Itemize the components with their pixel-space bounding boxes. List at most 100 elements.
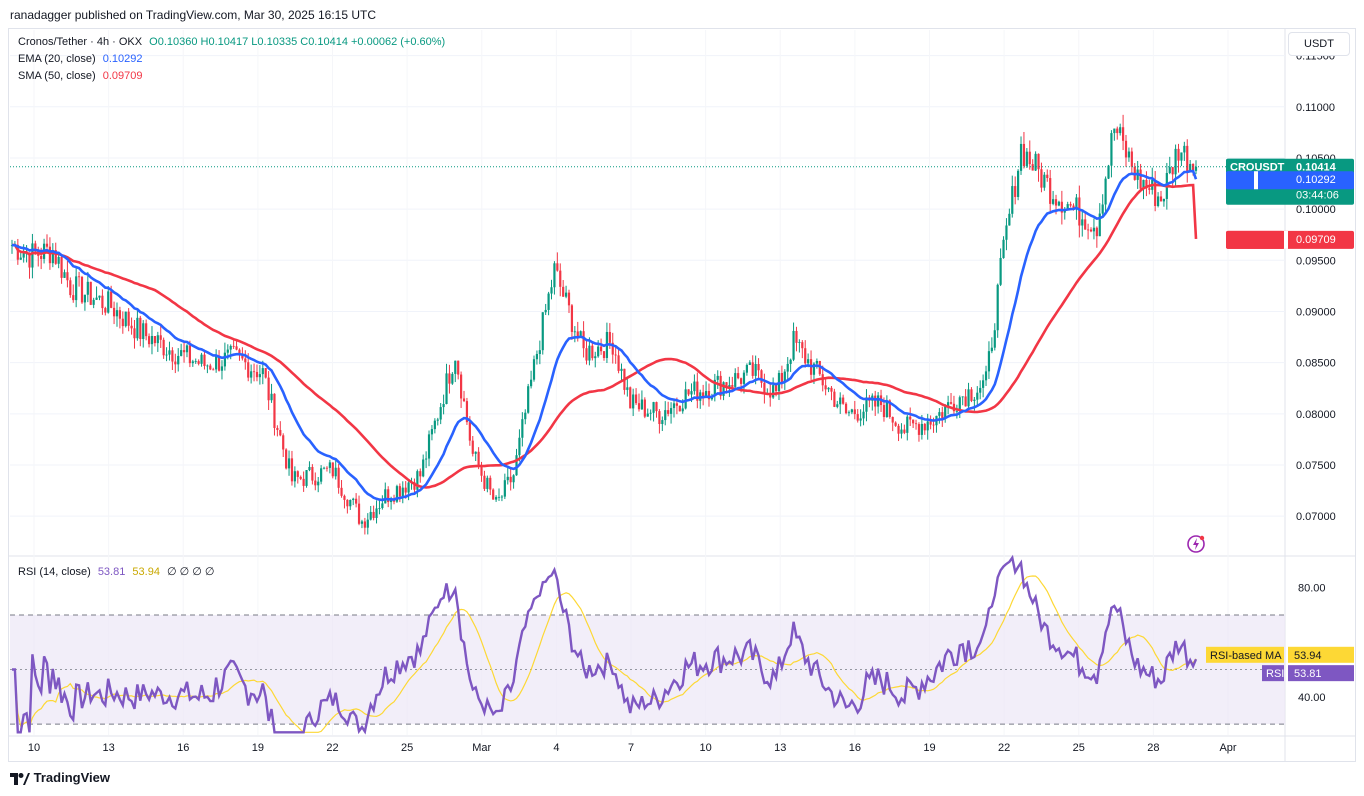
candle-body xyxy=(31,243,34,268)
price-tick-label: 0.11000 xyxy=(1296,102,1335,114)
candle-body xyxy=(387,489,390,503)
candle-body xyxy=(594,356,597,359)
time-tick-label: 22 xyxy=(998,742,1010,754)
candle-body xyxy=(529,379,533,387)
time-tick-label: 16 xyxy=(849,742,861,754)
candle-body xyxy=(591,345,594,359)
candle-body xyxy=(562,286,565,297)
candle-body xyxy=(949,402,953,404)
candle-body xyxy=(891,417,894,423)
candle-body xyxy=(1043,174,1046,188)
rsi-legend-value: 53.81 xyxy=(97,566,126,578)
rsi-badge-tag: RSI xyxy=(1266,668,1284,680)
candle-body xyxy=(238,349,241,355)
candle-body xyxy=(734,373,737,387)
candle-body xyxy=(413,482,416,490)
candle-body xyxy=(687,389,690,395)
candle-body xyxy=(801,342,804,349)
candle-body xyxy=(34,243,37,252)
candle-body xyxy=(75,276,78,301)
candle-body xyxy=(742,372,746,384)
candle-body xyxy=(1180,152,1183,161)
candle-body xyxy=(355,498,358,504)
time-tick-label: 19 xyxy=(252,742,264,754)
candle-body xyxy=(579,331,582,337)
candle-body xyxy=(180,350,183,356)
price-badge-text: 03:44:06 xyxy=(1296,190,1339,202)
candle-body xyxy=(1086,229,1090,231)
candle-body xyxy=(1037,153,1040,170)
candle-body xyxy=(1084,219,1087,230)
candle-body xyxy=(436,419,439,421)
candle-body xyxy=(48,246,52,264)
candle-body xyxy=(1011,186,1014,214)
candle-body xyxy=(133,328,136,339)
candle-body xyxy=(707,391,711,400)
candle-body xyxy=(57,256,60,264)
candle-body xyxy=(1005,225,1008,240)
candle-body xyxy=(541,312,544,351)
candle-body xyxy=(844,403,848,414)
candle-body xyxy=(486,477,489,489)
candle-body xyxy=(384,489,387,504)
price-badge-text: 0.10414 xyxy=(1296,162,1337,174)
ema-legend-label: EMA (20, close) xyxy=(18,53,96,65)
ema-value-badge-text: 0.10292 xyxy=(1296,174,1336,186)
candle-body xyxy=(964,396,967,407)
candle-body xyxy=(1054,199,1058,206)
symbol-label: Cronos/Tether · 4h · OKX xyxy=(18,36,143,48)
candle-body xyxy=(302,478,305,486)
candle-body xyxy=(958,397,961,411)
candle-body xyxy=(465,401,469,423)
currency-button[interactable]: USDT xyxy=(1288,32,1350,56)
candle-body xyxy=(1060,201,1063,213)
candle-body xyxy=(378,508,381,509)
price-tick-label: 0.09500 xyxy=(1296,255,1336,267)
candle-body xyxy=(171,350,174,362)
time-tick-label: 13 xyxy=(774,742,786,754)
candle-body xyxy=(553,263,556,288)
footer-brand: TradingView xyxy=(10,770,110,785)
candle-body xyxy=(334,467,337,477)
candle-body xyxy=(1171,167,1174,175)
candle-body xyxy=(582,331,585,349)
candle-body xyxy=(1148,188,1151,190)
candle-body xyxy=(320,468,323,482)
candle-body xyxy=(652,402,655,413)
rsi-ma-badge-tag-bg xyxy=(1206,646,1284,663)
candle-body xyxy=(1124,140,1128,158)
rsi-legend-label: RSI (14, close) xyxy=(18,566,91,578)
candle-body xyxy=(1107,165,1110,179)
candle-body xyxy=(634,394,638,404)
candle-body xyxy=(203,354,206,366)
candle-body xyxy=(121,318,124,327)
candle-body xyxy=(1174,148,1177,175)
candle-body xyxy=(95,297,98,300)
candle-body xyxy=(987,351,991,372)
candle-body xyxy=(381,503,384,509)
candle-body xyxy=(261,368,264,375)
candle-body xyxy=(430,429,434,435)
candle-body xyxy=(232,345,235,347)
candle-body xyxy=(862,411,865,419)
flash-icon[interactable] xyxy=(1186,534,1206,554)
candle-body xyxy=(941,412,944,419)
rsi-ma-badge-tag: RSI-based MA xyxy=(1210,650,1282,662)
candle-body xyxy=(1081,219,1084,226)
ema-legend-value: 0.10292 xyxy=(102,53,143,65)
candle-body xyxy=(40,255,43,259)
candle-body xyxy=(308,466,311,471)
candle-body xyxy=(439,407,442,420)
candle-body xyxy=(739,378,743,384)
rsi-badge-tag-bg xyxy=(1262,665,1284,682)
candle-body xyxy=(521,419,524,438)
candle-body xyxy=(865,397,868,412)
candle-body xyxy=(923,423,926,431)
candle-body xyxy=(725,382,728,388)
candle-body xyxy=(191,361,194,364)
sma-legend-value: 0.09709 xyxy=(102,70,143,82)
price-tick-label: 0.08000 xyxy=(1296,409,1336,421)
candle-body xyxy=(1034,153,1037,171)
sma50-line xyxy=(11,183,1198,489)
